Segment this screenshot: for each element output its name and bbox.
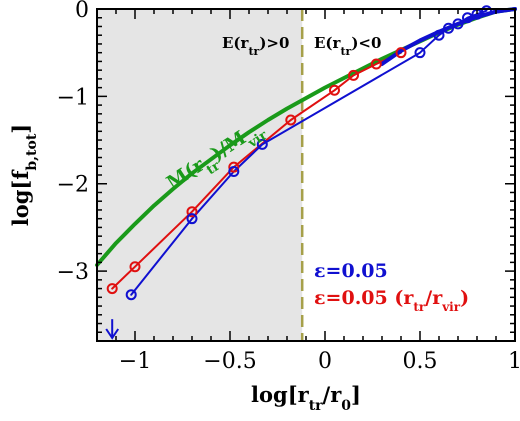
data-point	[395, 47, 407, 59]
data-point	[370, 58, 382, 70]
data-point	[414, 47, 426, 59]
data-point	[285, 114, 297, 126]
y-axis-title: log[fb,tot]	[8, 124, 40, 227]
positive-energy-region	[97, 9, 303, 341]
data-point	[452, 18, 464, 30]
y-tick-label: 0	[75, 0, 89, 23]
series-line-3	[380, 7, 517, 66]
region-label-negative: E(rtr)<0	[314, 34, 381, 58]
data-point	[129, 261, 141, 273]
x-tick-label: −1	[119, 349, 151, 374]
x-tick-label: 0.5	[403, 349, 438, 374]
x-tick-label: 0	[318, 349, 332, 374]
y-tick-label: −3	[57, 260, 89, 285]
data-point	[329, 84, 340, 96]
data-point	[228, 161, 240, 173]
arrow-head	[105, 328, 120, 340]
tick-layer: −1 −0.5 0 0.5 1 0 −1 −2 −3	[57, 0, 520, 374]
data-point	[462, 12, 473, 24]
data-point	[481, 5, 492, 17]
data-point	[256, 138, 268, 150]
legend-entry-red: ε=0.05 (rtr/rvir)	[314, 287, 469, 314]
data-point	[228, 166, 240, 178]
y-tick-label: −2	[57, 173, 89, 198]
data-point	[106, 283, 118, 295]
data-point	[348, 69, 359, 81]
data-point	[433, 29, 445, 41]
marker-layer	[106, 5, 492, 301]
data-point	[125, 289, 137, 301]
series-line-2	[130, 9, 488, 296]
series-layer	[95, 7, 517, 296]
legend-entry-blue: ε=0.05	[314, 260, 388, 282]
data-point	[443, 22, 454, 34]
x-tick-label: −0.5	[203, 349, 256, 374]
upper-limit-arrow	[105, 319, 120, 340]
data-point	[186, 206, 198, 218]
y-tick-label: −1	[57, 85, 89, 110]
region-label-positive: E(rtr)>0	[222, 34, 289, 58]
series-line-1	[111, 51, 402, 290]
x-tick-label: 1	[508, 349, 520, 374]
x-axis-title: log[rtr/r0]	[251, 382, 361, 414]
data-point	[186, 213, 198, 225]
